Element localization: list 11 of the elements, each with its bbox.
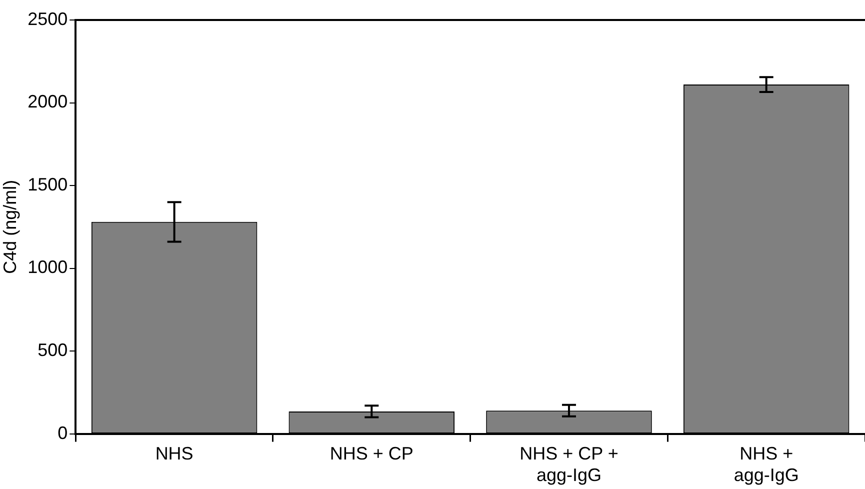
y-tick-label: 1000: [28, 257, 68, 278]
y-tick-label: 500: [38, 340, 68, 360]
x-tick-label: NHS + agg-IgG: [734, 444, 799, 486]
y-axis-title: C4d (ng/ml): [0, 180, 20, 274]
y-tick-label: 1500: [28, 174, 68, 194]
x-tick-label: NHS + CP + agg-IgG: [520, 444, 618, 486]
x-tick-label: NHS + CP: [330, 444, 414, 464]
x-tick-label: NHS: [155, 444, 194, 464]
y-tick-label: 0: [58, 422, 68, 443]
y-tick-label: 2000: [28, 92, 68, 112]
y-tick-label: 2500: [28, 8, 68, 29]
